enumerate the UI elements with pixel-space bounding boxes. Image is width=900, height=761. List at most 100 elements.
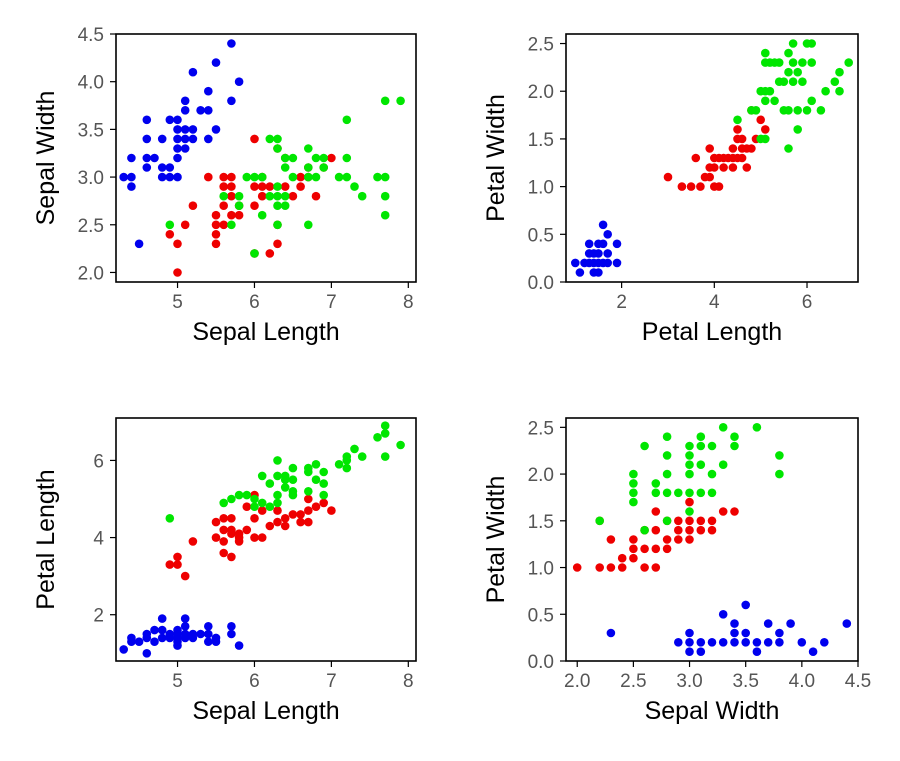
data-point: [662, 544, 672, 554]
sepal-length-vs-sepal-width-panel: 5 6 7 8 2.0 2.5 3.0 3.5 4.0 4.5 Sepal Length Sepal …: [32, 25, 417, 346]
y-axis-title: Sepal Width: [32, 91, 60, 226]
data-point: [142, 649, 152, 658]
data-point: [288, 510, 298, 519]
data-point: [807, 58, 816, 67]
data-point: [227, 220, 236, 230]
data-point: [288, 153, 298, 163]
data-point: [606, 563, 616, 572]
data-point: [707, 469, 717, 479]
data-point: [793, 67, 802, 77]
data-point: [761, 96, 770, 106]
data-point: [227, 191, 236, 201]
data-point: [204, 106, 213, 115]
data-point: [204, 134, 213, 144]
data-point: [188, 67, 198, 77]
x-tick-label: 4: [709, 292, 720, 313]
data-point: [173, 172, 182, 182]
data-point: [280, 483, 290, 492]
data-point: [304, 463, 313, 473]
data-point: [752, 638, 762, 647]
data-point: [357, 452, 367, 461]
y-axis-title: Petal Width: [482, 476, 510, 604]
data-point: [173, 134, 182, 144]
data-point: [188, 629, 198, 639]
data-point: [280, 521, 290, 531]
data-point: [756, 115, 765, 125]
data-point: [250, 533, 259, 542]
data-point: [380, 96, 390, 106]
data-point: [380, 429, 390, 438]
data-point: [219, 191, 228, 201]
data-point: [265, 182, 275, 191]
data-point: [816, 106, 826, 115]
data-point: [173, 239, 182, 249]
data-point: [807, 96, 816, 106]
data-point: [707, 638, 717, 647]
data-point: [730, 507, 739, 516]
data-point: [211, 633, 221, 643]
data-point: [250, 502, 259, 512]
data-point: [718, 638, 728, 647]
y-tick-label: 3.5: [78, 120, 104, 141]
x-axis-title: Sepal Length: [192, 318, 339, 346]
series-1: [119, 614, 244, 658]
data-point: [219, 548, 228, 558]
data-point: [718, 507, 728, 516]
data-point: [211, 230, 221, 239]
data-point: [807, 39, 816, 48]
data-point: [211, 239, 221, 249]
data-point: [219, 201, 228, 210]
data-point: [751, 106, 761, 115]
data-point: [788, 39, 798, 48]
data-point: [273, 201, 282, 210]
data-point: [257, 210, 267, 220]
data-point: [651, 544, 661, 554]
data-point: [617, 563, 627, 572]
data-point: [373, 172, 382, 182]
data-point: [219, 172, 228, 182]
data-point: [728, 163, 738, 172]
x-tick-label: 2.0: [564, 671, 590, 692]
data-point: [265, 479, 275, 488]
data-point: [142, 115, 152, 125]
data-point: [211, 533, 221, 542]
data-point: [250, 494, 259, 504]
y-tick-label: 2.0: [528, 82, 554, 103]
data-point: [204, 172, 213, 182]
data-point: [304, 163, 313, 172]
data-point: [774, 58, 784, 67]
data-point: [747, 144, 756, 153]
data-point: [180, 144, 190, 153]
data-point: [685, 441, 694, 451]
data-point: [784, 144, 793, 153]
data-point: [603, 230, 612, 239]
data-point: [150, 625, 159, 635]
data-point: [311, 153, 321, 163]
data-point: [342, 463, 352, 473]
series-1: [606, 600, 852, 656]
data-point: [396, 440, 405, 450]
data-point: [674, 638, 683, 647]
data-point: [685, 647, 694, 656]
data-point: [242, 502, 252, 512]
data-point: [265, 502, 275, 512]
data-point: [752, 647, 762, 656]
data-point: [674, 488, 683, 498]
data-point: [685, 497, 694, 507]
data-point: [257, 191, 267, 201]
data-point: [691, 153, 701, 163]
data-point: [211, 220, 221, 230]
y-axis-title: Petal Width: [482, 94, 510, 222]
data-point: [219, 514, 228, 523]
data-point: [157, 134, 167, 144]
data-point: [273, 456, 282, 465]
data-point: [250, 182, 259, 191]
data-point: [606, 628, 616, 638]
data-point: [784, 67, 793, 77]
y-tick-label: 4.5: [78, 25, 104, 46]
series-2: [165, 134, 336, 277]
data-point: [737, 153, 747, 163]
x-tick-label: 3.0: [676, 671, 702, 692]
data-point: [730, 441, 739, 451]
y-tick-label: 0.0: [528, 652, 554, 673]
